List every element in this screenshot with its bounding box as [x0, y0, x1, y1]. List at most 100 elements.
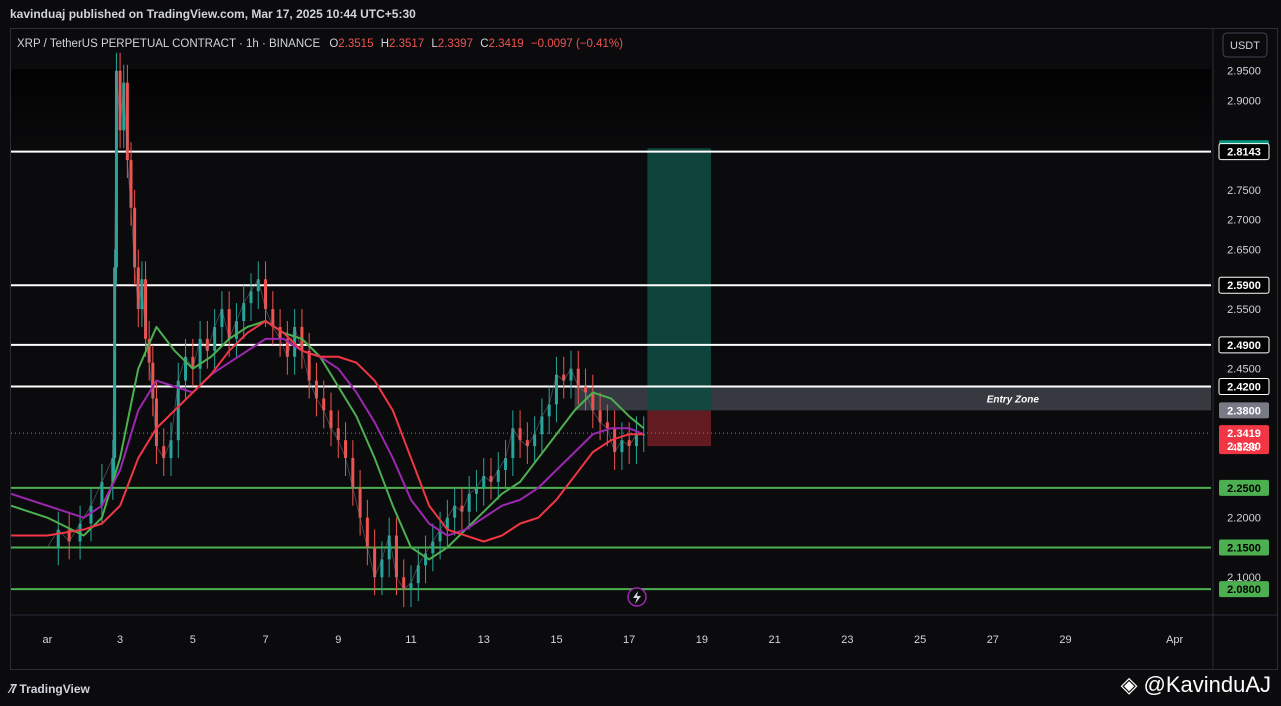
candle-body — [613, 428, 617, 453]
candle-body — [144, 279, 148, 339]
price-layer — [47, 52, 646, 608]
legend-close-label: C — [480, 38, 488, 50]
currency-button-label[interactable]: USDT — [1230, 40, 1260, 52]
candle-body — [136, 267, 140, 310]
entry-price-tag: 2.3800 — [1227, 405, 1261, 417]
candle-body — [634, 434, 638, 447]
candle-body — [620, 440, 624, 453]
candle-body — [489, 475, 493, 482]
legend-symbol: XRP / TetherUS PERPETUAL CONTRACT · 1h ·… — [17, 38, 320, 50]
candle-body — [314, 380, 318, 399]
candle-body — [344, 440, 348, 459]
y-tick-label: 2.7000 — [1227, 215, 1261, 227]
support-price-tag-2.0800-bg — [1219, 581, 1269, 598]
candle-body — [307, 350, 311, 381]
candle-body — [114, 70, 118, 268]
legend-close-value: 2.3419 — [489, 38, 524, 50]
candle-body — [213, 326, 217, 351]
footer-bar: ⁄7 TradingView ◈ @KavinduAJ — [0, 670, 1281, 706]
candle-body — [176, 380, 180, 441]
candle-body — [627, 440, 631, 447]
y-tick-label: 2.9000 — [1227, 96, 1261, 108]
candle-body — [409, 583, 413, 590]
candle-body — [547, 404, 551, 417]
resistance-price-tag-2.4900: 2.4900 — [1227, 340, 1261, 352]
candle-body — [234, 321, 238, 339]
y-tick-label: 2.7500 — [1227, 185, 1261, 197]
candle-body — [162, 446, 166, 459]
candle-body — [56, 529, 60, 548]
candle-body — [78, 523, 82, 542]
support-price-tag-2.1500-bg — [1219, 539, 1269, 556]
tradingview-mark-icon: ⁄7 — [10, 681, 18, 696]
target-zone — [647, 148, 711, 411]
price-path — [47, 70, 644, 590]
resistance-price-tag-2.4900-bg — [1218, 336, 1270, 354]
candle-body — [169, 440, 173, 459]
legend-low-label: L — [431, 38, 438, 50]
candle-body — [111, 458, 115, 482]
x-tick-label: 3 — [117, 634, 123, 646]
publisher-line: kavinduaj published on TradingView.com, … — [0, 0, 1281, 28]
lightning-bolt-icon — [633, 591, 641, 604]
legend-low-value: 2.3397 — [438, 38, 473, 50]
price-chart[interactable]: Entry Zone ar 3 5 7 9 11 13 15 17 19 21 23 25 27 29 Apr… — [10, 29, 1277, 669]
candle-body — [554, 374, 558, 405]
levels-layer — [11, 150, 1211, 591]
y-tick-label: 2.5500 — [1227, 304, 1261, 316]
y-tick-label: 2.9500 — [1227, 66, 1261, 78]
currency-button-frame[interactable] — [1222, 32, 1268, 58]
resistance-price-tag-2.4200: 2.4200 — [1227, 382, 1261, 394]
candle-body — [402, 577, 406, 590]
candle-body — [496, 469, 500, 482]
x-tick-label: 7 — [262, 634, 268, 646]
candle-body — [256, 279, 260, 292]
candle-body — [184, 356, 188, 381]
candle-body — [584, 386, 588, 393]
candle-body — [474, 487, 478, 494]
support-price-tag-2.1500: 2.1500 — [1227, 542, 1261, 554]
ma-line-mid — [10, 337, 645, 537]
support-price-tag-2.2500: 2.2500 — [1227, 483, 1261, 495]
candle-body — [416, 565, 420, 584]
candle-body — [533, 434, 537, 447]
candle-body — [100, 481, 104, 506]
author-handle: @KavinduAJ — [1143, 672, 1271, 697]
candle-body — [129, 160, 133, 208]
x-tick-label: 11 — [405, 634, 416, 646]
candle-body — [460, 505, 464, 512]
candle-body — [125, 82, 129, 161]
candle-body — [271, 309, 275, 327]
candle-body — [598, 410, 602, 423]
entry-zone-label: Entry Zone — [987, 394, 1040, 405]
chart-frame[interactable]: Entry Zone ar 3 5 7 9 11 13 15 17 19 21 23 25 27 29 Apr… — [10, 28, 1278, 670]
candle-body — [249, 291, 253, 304]
candle-body — [118, 70, 122, 131]
stop-zone — [647, 410, 711, 447]
candle-body — [220, 309, 224, 327]
tradingview-brand: TradingView — [19, 681, 90, 696]
candle-body — [467, 493, 471, 512]
candle-body — [438, 529, 442, 542]
candle-body — [576, 368, 580, 387]
chart-legend: XRP / TetherUS PERPETUAL CONTRACT · 1h ·… — [17, 38, 623, 50]
currency-button[interactable]: USDT — [1222, 32, 1268, 58]
current-price-block — [1219, 425, 1269, 455]
resistance-price-tag-2.8143-bg — [1218, 143, 1270, 161]
candle-body — [285, 338, 289, 357]
legend-open-value: 2.3515 — [338, 38, 373, 50]
candle-body — [151, 362, 155, 399]
y-tick-label: 2.4500 — [1227, 364, 1261, 376]
price-labels-layer: 2.81992.81432.59002.49002.42002.25002.15… — [1218, 140, 1270, 598]
binance-icon: ◈ — [1120, 672, 1138, 697]
candle-body — [351, 458, 355, 488]
lightning-marker[interactable] — [627, 587, 647, 607]
x-tick-label: 25 — [914, 634, 926, 646]
current-price-label: 2.3419 — [1227, 428, 1261, 440]
legend-high-value: 2.3517 — [389, 38, 424, 50]
candle-body — [511, 428, 515, 459]
x-tick-label: 13 — [478, 634, 490, 646]
tradingview-logo[interactable]: ⁄7 TradingView — [10, 681, 90, 696]
candle-body — [140, 279, 144, 310]
candle-body — [113, 267, 117, 459]
